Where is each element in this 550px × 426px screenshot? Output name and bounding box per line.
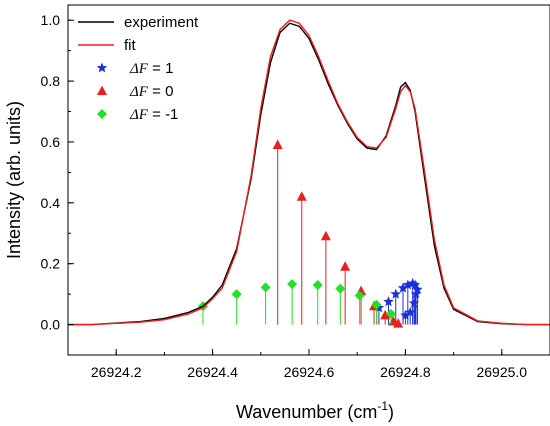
y-tick-label: 0.8 xyxy=(41,73,61,89)
x-axis-label-close: ) xyxy=(388,402,394,422)
data-point-triangle xyxy=(393,318,404,328)
legend-label: ΔF = -1 xyxy=(129,106,178,123)
series-diamond-stems xyxy=(197,279,396,325)
y-tick-label: 0.2 xyxy=(41,256,61,272)
data-point-triangle xyxy=(340,261,351,271)
legend-label-value: = -1 xyxy=(148,106,178,123)
legend-marker-star xyxy=(96,62,108,73)
data-point-star xyxy=(408,297,420,308)
data-point-star xyxy=(404,306,416,317)
legend-marker-diamond xyxy=(97,109,107,119)
y-tick-label: 0.4 xyxy=(41,195,61,211)
data-point-star xyxy=(383,296,394,307)
legend-label-symbol: ΔF xyxy=(129,107,149,123)
x-tick-label: 26924.4 xyxy=(187,364,238,380)
x-tick-label: 26924.2 xyxy=(91,364,142,380)
data-point-star xyxy=(390,288,401,299)
data-point-diamond xyxy=(231,289,242,300)
x-axis-label-superscript: -1 xyxy=(377,399,388,413)
legend-entry: ΔF = -1 xyxy=(97,106,178,123)
data-point-star xyxy=(402,279,414,290)
series-star-stems xyxy=(373,277,423,325)
series-line-fit xyxy=(68,19,550,326)
y-tick-label: 0.0 xyxy=(41,317,61,333)
legend-label: ΔF = 0 xyxy=(129,83,173,100)
legend-entry: experiment xyxy=(78,14,199,31)
y-tick-label: 0.6 xyxy=(41,134,61,150)
data-point-star xyxy=(407,277,418,288)
legend-label: fit xyxy=(124,37,137,54)
legend-label-symbol: ΔF xyxy=(129,61,149,77)
legend-marker-triangle xyxy=(97,85,107,95)
data-point-triangle xyxy=(296,191,307,201)
series-line-experiment xyxy=(68,22,550,326)
x-axis-label-main: Wavenumber (cm xyxy=(236,402,377,422)
axes: 26924.2 26924.4 26924.6 26924.8 26925.0 0.0 0.… xyxy=(41,12,550,380)
data-point-star xyxy=(397,282,409,293)
data-point-star xyxy=(400,309,411,320)
data-point-diamond xyxy=(385,308,396,319)
plot-frame xyxy=(67,4,550,356)
x-axis-label: Wavenumber (cm-1) xyxy=(236,399,394,422)
plot-area xyxy=(68,19,550,328)
x-tick-label: 26925.0 xyxy=(476,364,527,380)
legend-entry: fit xyxy=(78,37,137,54)
y-tick-label: 1.0 xyxy=(41,12,61,28)
legend-entry: ΔF = 0 xyxy=(97,83,173,100)
legend-label-value: = 1 xyxy=(148,60,173,77)
legend-label-value: = 0 xyxy=(148,83,173,100)
data-point-diamond xyxy=(354,290,365,301)
y-axis-label: Intensity (arb. units) xyxy=(4,101,24,259)
data-point-star xyxy=(410,288,422,299)
data-point-triangle xyxy=(320,230,331,241)
data-point-diamond xyxy=(312,280,323,290)
legend-label-symbol: ΔF xyxy=(129,84,149,100)
data-point-diamond xyxy=(287,279,298,290)
data-point-diamond xyxy=(260,282,271,293)
data-point-triangle xyxy=(380,309,391,320)
data-point-star xyxy=(412,284,423,295)
series-triangle-stems xyxy=(272,139,404,328)
data-point-diamond xyxy=(371,299,382,310)
x-tick-label: 26924.6 xyxy=(284,364,335,380)
x-tick-label: 26924.8 xyxy=(380,364,431,380)
legend-entry: ΔF = 1 xyxy=(96,60,173,77)
data-point-triangle xyxy=(272,139,283,149)
legend-label: experiment xyxy=(124,14,199,31)
legend-label: ΔF = 1 xyxy=(129,60,173,77)
data-point-star xyxy=(409,279,421,290)
data-point-diamond xyxy=(335,283,346,294)
